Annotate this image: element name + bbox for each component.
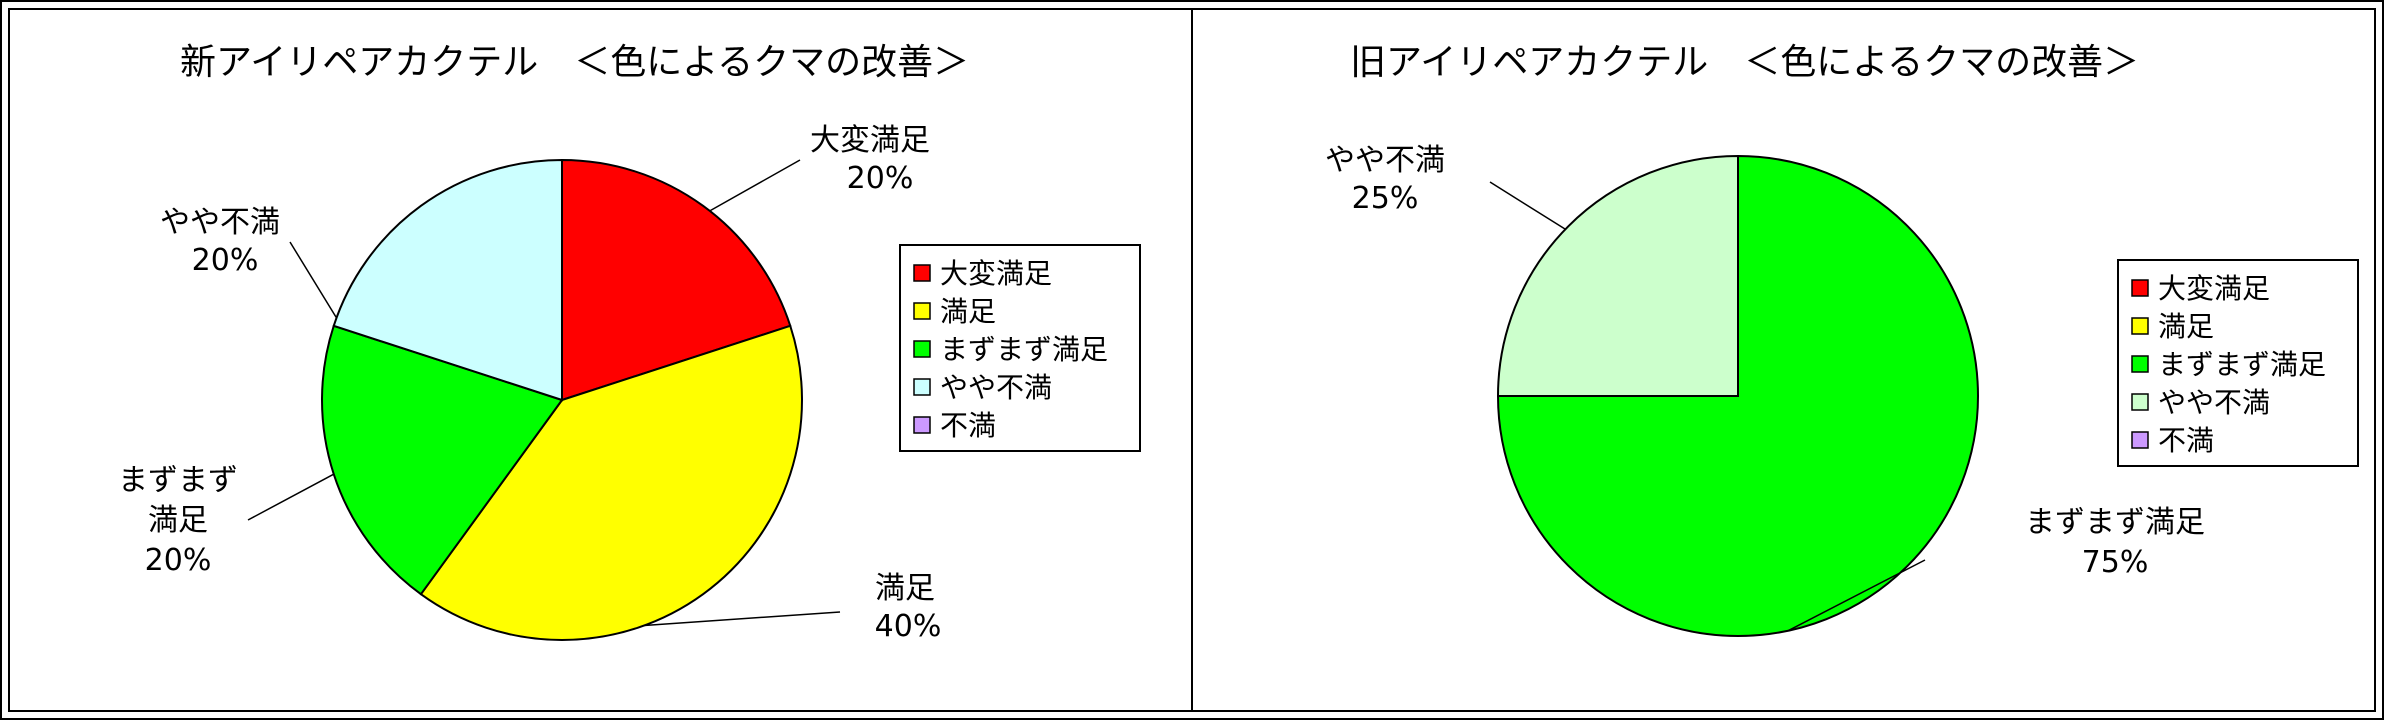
leader-line-4 [1489,181,1566,230]
leader-line-1 [709,159,801,212]
legend-box [2117,259,2359,467]
legend-swatch-1 [913,264,931,282]
legend-swatch-1 [2131,279,2149,297]
pie-leader-lines-new [247,159,841,627]
leader-line-3 [247,473,335,521]
pie-slice-1 [561,158,792,402]
legend-box [899,244,1141,452]
legend-swatch-4 [913,378,931,396]
leader-line-2 [644,611,841,627]
legend-label-3: まずまず満足 [940,333,1108,366]
pie-label-category-1-1: 大変満足 [810,123,930,158]
chart-panel-new: 新アイリペアカクテル ＜色によるクマの改善＞ 大変満足20%満足40%まずまず満… [118,42,1141,644]
chart-title-new: 新アイリペアカクテル ＜色によるクマの改善＞ [180,42,969,83]
pie-label-percent-2: 40% [875,609,942,644]
pie-label-percent-3: 20% [145,543,212,578]
legend-label-4: やや不満 [2158,386,2270,419]
pie-label-category-4-1: やや不満 [1325,143,1445,178]
leader-line-3 [1787,559,1926,632]
legend-label-5: 不満 [940,409,996,442]
pie-slice-3 [1496,154,1979,637]
pie-leader-lines-old [1489,181,1926,632]
pie-label-category-3-1: まずまず満足 [2025,505,2205,540]
pie-label-category-3-1: まずまず [118,463,238,498]
legend-label-4: やや不満 [940,371,1052,404]
pie-label-percent-4: 25% [1352,181,1419,216]
pie-label-category-4-1: やや不満 [160,205,280,240]
legend-swatch-3 [2131,355,2149,373]
pie-label-category-2-1: 満足 [875,571,935,606]
chart-panel-old: 旧アイリペアカクテル ＜色によるクマの改善＞ まずまず満足75%やや不満25% … [1325,42,2359,637]
legend-label-1: 大変満足 [2158,272,2270,305]
legend-label-1: 大変満足 [940,257,1052,290]
leader-line-4 [289,241,338,319]
legend-swatch-2 [913,302,931,320]
legend-label-3: まずまず満足 [2158,348,2326,381]
legend-label-5: 不満 [2158,424,2214,457]
pie-slice-2 [419,324,803,641]
pie-label-percent-4: 20% [192,243,259,278]
legend-swatch-5 [2131,431,2149,449]
chart-title-old: 旧アイリペアカクテル ＜色によるクマの改善＞ [1350,42,2139,83]
pie-label-category-3-2: 満足 [148,503,208,538]
pie-slices-old [1496,154,1979,637]
legend-swatch-3 [913,340,931,358]
pie-label-percent-3: 75% [2082,545,2149,580]
pie-slices-new [321,158,803,641]
legend-label-2: 満足 [940,295,996,328]
legend-label-2: 満足 [2158,310,2214,343]
pie-slice-4 [1496,154,1739,397]
pie-slice-4 [332,158,563,402]
pie-label-percent-1: 20% [847,161,914,196]
legend-swatch-5 [913,416,931,434]
pie-slice-3 [321,324,564,596]
legend-swatch-4 [2131,393,2149,411]
legend-swatch-2 [2131,317,2149,335]
